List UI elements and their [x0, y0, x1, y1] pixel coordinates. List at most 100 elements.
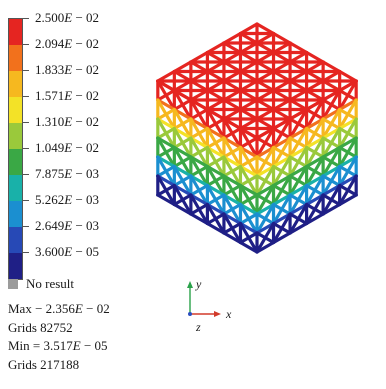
lattice-strut	[255, 212, 276, 226]
legend-label: 3.600E − 05	[35, 244, 100, 259]
z-axis-marker	[188, 312, 192, 316]
legend-swatch	[9, 97, 22, 123]
lattice-strut	[222, 231, 243, 245]
lattice-strut	[255, 136, 276, 150]
lattice-strut	[205, 155, 226, 169]
lattice-strut	[271, 164, 292, 178]
legend-tick	[23, 226, 29, 227]
lattice-strut	[172, 155, 193, 169]
lattice-strut	[156, 107, 176, 121]
legend-tick	[23, 18, 29, 19]
lattice-strut	[205, 117, 226, 131]
legend-tick	[23, 44, 29, 45]
lattice-strut	[321, 202, 342, 216]
lattice-strut	[156, 126, 176, 140]
lattice-strut	[222, 221, 243, 235]
result-stats: Max − 2.356E − 02 Grids 82752 Min = 3.51…	[8, 300, 110, 374]
lattice-struts	[156, 22, 358, 254]
legend-swatch	[9, 149, 22, 175]
x-axis-label: x	[225, 307, 232, 321]
lattice-strut	[189, 145, 210, 159]
lattice-strut	[321, 155, 342, 169]
lattice-strut	[238, 193, 259, 207]
lattice-strut	[338, 183, 358, 197]
lattice-strut	[271, 145, 292, 159]
lattice-strut	[288, 221, 309, 235]
no-result-swatch	[8, 279, 18, 289]
lattice-strut	[205, 107, 226, 121]
max-value: Max − 2.356E − 02	[8, 301, 110, 316]
lattice-strut	[321, 98, 342, 112]
lattice-strut	[172, 98, 193, 112]
lattice-strut	[189, 98, 210, 112]
legend-swatch	[9, 175, 22, 201]
lattice-strut	[205, 193, 226, 207]
lattice-strut	[222, 202, 243, 216]
lattice-strut	[338, 88, 358, 102]
lattice-strut	[222, 117, 243, 131]
legend-label: 2.094E − 02	[35, 36, 100, 51]
legend-swatch	[9, 45, 22, 71]
axis-triad: y x z	[187, 277, 232, 334]
legend-tick	[23, 200, 29, 201]
lattice-strut	[189, 202, 210, 216]
lattice-strut	[255, 240, 276, 254]
lattice-strut	[304, 183, 325, 197]
lattice-strut	[238, 174, 259, 188]
lattice-strut	[321, 193, 342, 207]
lattice-strut	[304, 212, 325, 226]
lattice-strut	[338, 107, 358, 121]
lattice-strut	[304, 202, 325, 216]
lattice-strut	[172, 88, 193, 102]
legend-swatch	[9, 227, 22, 253]
lattice-strut	[255, 126, 276, 140]
lattice-strut	[288, 117, 309, 131]
lattice-strut	[156, 183, 176, 197]
legend-tick	[23, 174, 29, 175]
lattice-strut	[321, 117, 342, 131]
lattice-strut	[271, 221, 292, 235]
legend-label: 1.310E − 02	[35, 114, 100, 129]
lattice-strut	[288, 136, 309, 150]
legend-tick	[23, 252, 29, 253]
lattice-strut	[304, 164, 325, 178]
lattice-strut	[156, 88, 176, 102]
lattice-strut	[222, 164, 243, 178]
min-value: Min = 3.517E − 05	[8, 338, 108, 353]
lattice-strut	[271, 183, 292, 197]
lattice-strut	[321, 174, 342, 188]
lattice-strut	[321, 136, 342, 150]
lattice-strut	[222, 126, 243, 140]
lattice-strut	[255, 193, 276, 207]
y-axis-label: y	[195, 277, 202, 291]
legend-colorbar	[8, 18, 23, 280]
lattice-strut	[255, 174, 276, 188]
lattice-strut	[189, 126, 210, 140]
lattice-strut	[304, 126, 325, 140]
lattice-strut	[255, 155, 276, 169]
legend-label: 7.875E − 03	[35, 166, 100, 181]
lattice-strut	[156, 193, 176, 207]
lattice-strut	[189, 107, 210, 121]
no-result-label: No result	[26, 276, 75, 291]
lattice-strut	[238, 240, 259, 254]
legend-swatch	[9, 19, 22, 45]
lattice-strut	[255, 231, 276, 245]
lattice-strut	[338, 145, 358, 159]
z-axis-label: z	[195, 320, 201, 334]
lattice-strut	[288, 193, 309, 207]
lattice-strut	[156, 145, 176, 159]
legend-swatch	[9, 201, 22, 227]
lattice-strut	[205, 212, 226, 226]
legend-label: 5.262E − 03	[35, 192, 100, 207]
lattice-strut	[338, 193, 358, 207]
no-result-legend: No result	[8, 276, 74, 292]
lattice-strut	[238, 136, 259, 150]
lattice-strut	[205, 174, 226, 188]
lattice-strut	[304, 145, 325, 159]
max-grids: Grids 82752	[8, 319, 73, 335]
lattice-strut	[156, 79, 176, 93]
lattice-strut	[172, 174, 193, 188]
lattice-strut	[189, 164, 210, 178]
lattice-strut	[338, 126, 358, 140]
